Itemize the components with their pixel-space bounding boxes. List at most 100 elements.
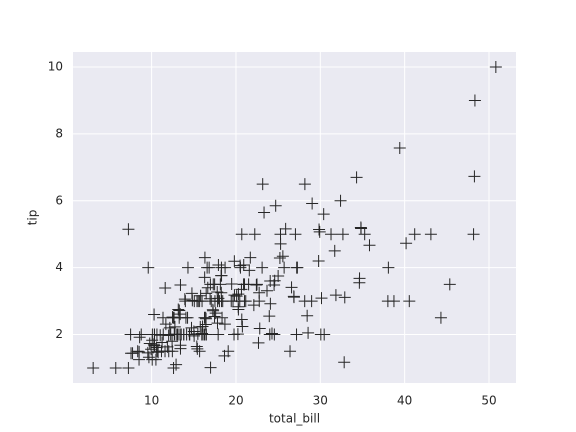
point [143, 337, 156, 350]
point [166, 335, 179, 348]
point [298, 178, 311, 191]
x-tick-label: 40 [397, 394, 412, 408]
point [253, 286, 266, 299]
point [273, 251, 286, 264]
point [181, 261, 194, 274]
point [148, 308, 161, 321]
point [201, 261, 214, 274]
point [264, 297, 277, 310]
point [489, 61, 502, 74]
point [284, 345, 297, 358]
point [157, 311, 169, 324]
point [228, 255, 241, 268]
point [232, 300, 245, 313]
point [142, 261, 155, 274]
point [236, 320, 249, 333]
point [276, 250, 289, 263]
point [146, 353, 159, 366]
point [313, 225, 326, 238]
x-axis-label: total_bill [269, 412, 320, 426]
point [289, 228, 302, 241]
point [172, 303, 185, 316]
point [216, 311, 229, 324]
point [256, 178, 269, 191]
point [408, 228, 421, 241]
point [274, 228, 287, 241]
point [387, 295, 400, 308]
point [334, 194, 347, 207]
point [269, 199, 282, 212]
point [191, 342, 204, 355]
point [232, 288, 245, 301]
point [268, 279, 281, 292]
point [212, 292, 225, 305]
point [272, 270, 285, 283]
point [131, 345, 144, 358]
point [126, 347, 139, 360]
x-tick-label: 50 [481, 394, 496, 408]
point [287, 290, 300, 303]
point [278, 261, 291, 274]
point [355, 222, 368, 235]
point [317, 208, 330, 221]
point [230, 290, 243, 303]
point [133, 331, 146, 344]
point [185, 321, 198, 334]
point [325, 228, 338, 241]
point [363, 239, 376, 252]
point [285, 281, 298, 294]
point [173, 304, 186, 317]
point [152, 346, 165, 359]
point [145, 343, 158, 356]
point [350, 171, 363, 184]
point [218, 318, 231, 331]
point [142, 351, 155, 364]
point [193, 345, 206, 358]
point [302, 326, 315, 339]
point [382, 261, 395, 274]
point [198, 311, 211, 324]
point [163, 321, 176, 334]
y-tick-label: 6 [55, 193, 63, 207]
point [261, 284, 274, 297]
point [306, 197, 319, 210]
point [179, 295, 192, 308]
point [212, 328, 225, 341]
point [314, 328, 327, 341]
point [174, 279, 187, 292]
point [328, 244, 341, 257]
y-tick-label: 8 [55, 126, 63, 140]
x-tick-label: 20 [228, 394, 243, 408]
point [247, 299, 260, 312]
y-axis-label: tip [26, 210, 40, 226]
point [233, 295, 246, 308]
point [258, 206, 271, 219]
y-tick-label: 10 [48, 60, 63, 74]
point [135, 328, 148, 341]
point [467, 228, 480, 241]
point [192, 295, 205, 308]
point [186, 294, 199, 307]
point [170, 328, 183, 341]
point [253, 322, 266, 335]
point [124, 328, 137, 341]
point [211, 317, 224, 330]
point [206, 303, 219, 316]
point [218, 349, 231, 362]
point [201, 281, 214, 294]
point [393, 141, 406, 154]
x-tick-label: 30 [313, 394, 328, 408]
point [265, 327, 278, 340]
point [174, 342, 187, 355]
point [243, 264, 256, 277]
point [291, 261, 304, 274]
point [250, 279, 263, 292]
x-tick-label: 10 [144, 394, 159, 408]
point [197, 328, 210, 341]
point [244, 251, 257, 264]
point [194, 289, 207, 302]
point [256, 261, 269, 274]
point [235, 283, 248, 296]
point [248, 228, 261, 241]
point [263, 328, 276, 341]
